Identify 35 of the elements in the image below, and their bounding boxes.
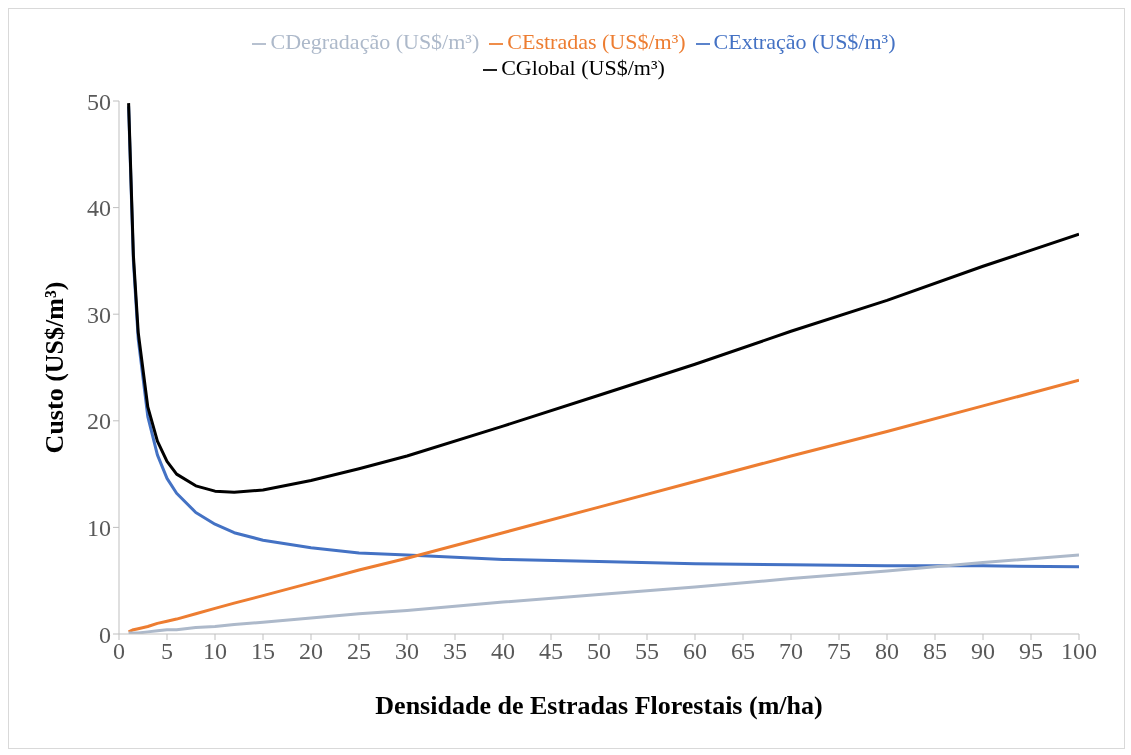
- line-series: [127, 553, 1079, 634]
- legend-label: CEstradas (US$/m³): [507, 29, 686, 54]
- x-tick-label: 35: [443, 638, 467, 665]
- x-tick-label: 25: [347, 638, 371, 665]
- x-tick-label: 65: [731, 638, 755, 665]
- x-tick-label: 40: [491, 638, 515, 665]
- x-tick-label: 80: [875, 638, 899, 665]
- x-tick-label: 75: [827, 638, 851, 665]
- x-tick-label: 10: [203, 638, 227, 665]
- legend-label: CDegradação (US$/m³): [270, 29, 480, 54]
- x-tick-label: 95: [1019, 638, 1043, 665]
- x-tick-label: 20: [299, 638, 323, 665]
- y-tick-label: 0: [99, 621, 111, 648]
- x-tick-label: 45: [539, 638, 563, 665]
- y-tick-label: 30: [87, 301, 111, 328]
- x-tick-label: 55: [635, 638, 659, 665]
- x-tick-label: 60: [683, 638, 707, 665]
- y-axis-title: Custo (US$/m³): [40, 281, 70, 454]
- x-tick-label: 70: [779, 638, 803, 665]
- x-tick-label: 85: [923, 638, 947, 665]
- legend-label: CGlobal (US$/m³): [501, 55, 665, 80]
- x-axis-title: Densidade de Estradas Florestais (m/ha): [375, 691, 823, 720]
- x-tick-label: 50: [587, 638, 611, 665]
- x-tick-label: 5: [161, 638, 173, 665]
- y-tick-label: 10: [87, 514, 111, 541]
- line-series: [127, 378, 1079, 634]
- y-tick-label: 20: [87, 408, 111, 435]
- x-tick-label: 100: [1061, 638, 1097, 665]
- x-tick-label: 15: [251, 638, 275, 665]
- y-tick-label: 50: [87, 88, 111, 115]
- line-series: [127, 101, 1079, 494]
- y-tick-label: 40: [87, 195, 111, 222]
- x-tick-label: 90: [971, 638, 995, 665]
- x-tick-label: 30: [395, 638, 419, 665]
- legend-label: CExtração (US$/m³): [713, 29, 896, 54]
